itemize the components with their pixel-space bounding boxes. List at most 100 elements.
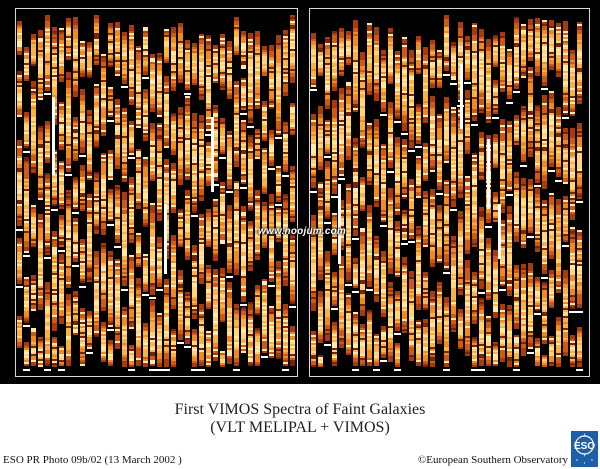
spectrum-strip	[549, 270, 554, 308]
spectrum-strip	[108, 340, 113, 366]
spectrum-strip	[101, 54, 106, 136]
spectrum-strip	[87, 110, 92, 180]
spectrum-strip	[150, 203, 155, 295]
spectrum-strip	[514, 172, 519, 242]
spectrum-strip	[199, 214, 204, 284]
spectrum-strip	[367, 23, 372, 95]
spectrum-strip	[500, 304, 505, 362]
spectrum-strip	[45, 15, 50, 91]
spectrum-strip	[178, 270, 183, 340]
spectrum-strip	[570, 128, 575, 220]
spectrum-strip	[136, 278, 141, 366]
spectrum-strip	[339, 200, 344, 250]
spectrum-strip	[521, 264, 526, 356]
white-tick-mark	[324, 222, 331, 224]
spectrum-strip	[66, 294, 71, 366]
spectrum-strip	[332, 322, 337, 366]
spectrum-strip	[493, 80, 498, 114]
spectrum-strip	[213, 45, 218, 83]
copyright: ©European Southern Observatory	[417, 454, 568, 466]
white-tick-mark	[499, 289, 506, 291]
spectrum-strip	[423, 191, 428, 247]
spectrum-strip	[80, 239, 85, 283]
spectrum-strip	[507, 206, 512, 296]
spectrum-strip	[115, 99, 120, 169]
spectrum-strip	[283, 304, 288, 366]
spectrum-strip	[171, 113, 176, 155]
spectrum-strip	[381, 251, 386, 317]
white-tick-mark	[65, 174, 72, 176]
spectrum-strip	[108, 150, 113, 180]
spectrum-strip	[206, 142, 211, 186]
spectrum-strip	[276, 261, 281, 359]
spectrum-strip	[227, 131, 232, 189]
spectrum-strip	[94, 15, 99, 65]
white-tick-mark	[527, 352, 534, 354]
spectrum-strip	[255, 328, 260, 366]
spectrum-strip	[535, 105, 540, 183]
spectrum-strip	[353, 138, 358, 236]
spectra-strips-right	[310, 15, 583, 371]
spectrum-strip	[59, 215, 64, 247]
spectrum-strip	[507, 121, 512, 191]
spectrum-strip	[59, 28, 64, 82]
white-tick-mark	[443, 74, 450, 76]
spectrum-strip	[549, 193, 554, 259]
white-tick-mark	[506, 194, 513, 196]
eso-logo-icon: ESO	[571, 431, 598, 467]
spectrum-strip	[444, 97, 449, 163]
spectrum-strip	[563, 196, 568, 242]
white-tick-mark	[107, 224, 114, 226]
spectrum-strip	[451, 107, 456, 207]
spectrum-strip	[59, 161, 64, 209]
spectrum-strip	[122, 32, 127, 84]
white-tick-mark	[394, 121, 401, 123]
spectrum-strip	[374, 119, 379, 207]
white-tick-mark	[310, 89, 317, 91]
spectrum-strip	[157, 123, 162, 221]
spectrum-strip	[192, 245, 197, 319]
spectrum-strip	[339, 256, 344, 348]
bright-emission-line	[164, 204, 167, 274]
spectrum-strip	[94, 251, 99, 337]
spectrum-strip	[241, 307, 246, 353]
spectrum-strip	[444, 15, 449, 71]
spectrum-strip	[213, 105, 218, 181]
spectrum-strip	[360, 52, 365, 148]
spectrum-strip	[542, 282, 547, 344]
spectrum-strip	[276, 208, 281, 242]
spectrum-strip	[150, 123, 155, 181]
white-tick-mark	[478, 369, 485, 371]
spectrum-strip	[73, 17, 78, 97]
spectrum-strip	[500, 32, 505, 92]
spectrum-strip	[171, 235, 176, 309]
spectrum-strip	[87, 311, 92, 349]
spectrum-strip	[80, 41, 85, 77]
spectrum-strip	[360, 228, 365, 316]
spectrum-strip	[283, 122, 288, 172]
spectrum-strip	[570, 227, 575, 309]
spectrum-strip	[17, 140, 22, 226]
spectrum-strip	[269, 194, 274, 282]
spectrum-strip	[535, 338, 540, 366]
spectrum-strip	[549, 336, 554, 366]
spectrum-strip	[388, 28, 393, 84]
white-tick-mark	[478, 292, 485, 294]
spectrum-strip	[241, 78, 246, 110]
spectrum-strip	[437, 114, 442, 190]
white-tick-mark	[324, 156, 331, 158]
white-tick-mark	[415, 146, 422, 148]
white-tick-mark	[205, 134, 212, 136]
spectrum-strip	[171, 329, 176, 367]
spectrum-strip	[395, 343, 400, 367]
spectrum-strip	[185, 40, 190, 90]
spectrum-strip	[311, 215, 316, 311]
spectrum-strip	[472, 153, 477, 247]
spectrum-strip	[262, 101, 267, 141]
spectrum-strip	[472, 337, 477, 367]
spectrum-strip	[493, 342, 498, 366]
spectrum-strip	[318, 182, 323, 280]
spectrum-strip	[101, 153, 106, 235]
spectrum-strip	[213, 269, 218, 361]
spectrum-strip	[269, 306, 274, 358]
